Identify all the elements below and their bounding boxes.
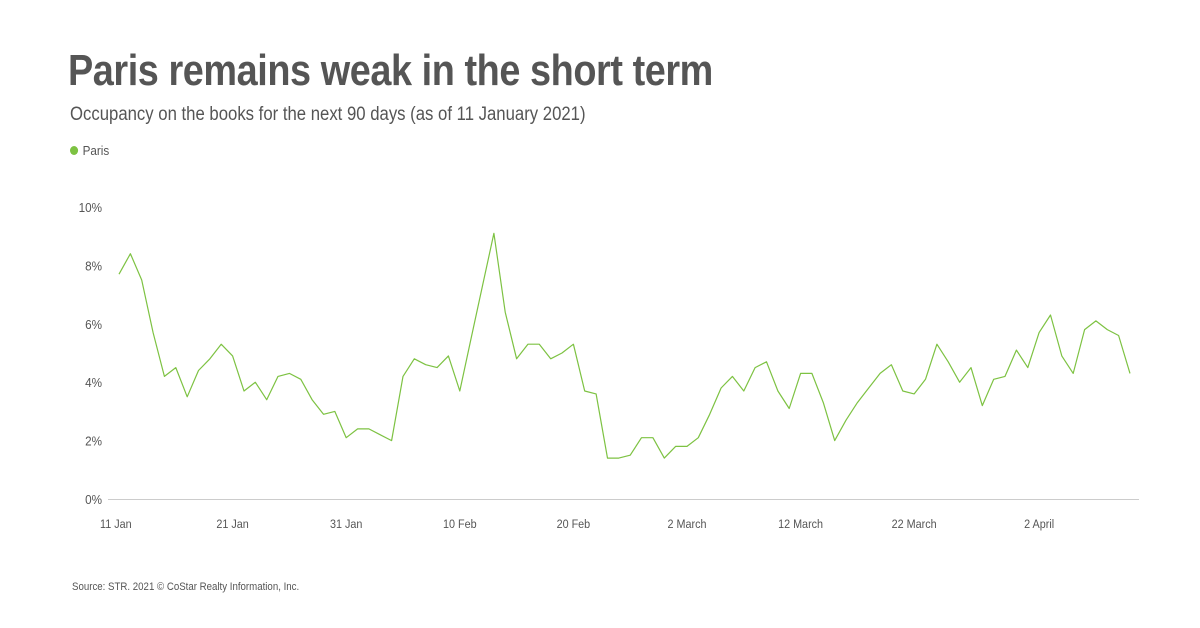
- x-tick-label: 10 Feb: [443, 519, 477, 532]
- source-note: Source: STR. 2021 © CoStar Realty Inform…: [72, 581, 300, 593]
- y-tick-label: 8%: [85, 259, 102, 274]
- legend-marker: [70, 146, 79, 155]
- x-tick-label: 11 Jan: [100, 519, 132, 532]
- x-tick-label: 21 Jan: [216, 519, 248, 532]
- x-tick-label: 2 April: [1024, 519, 1054, 532]
- series-line-paris: [118, 232, 1131, 459]
- legend: Paris: [70, 143, 109, 158]
- y-tick-label: 6%: [85, 317, 102, 332]
- x-tick-label: 31 Jan: [330, 519, 362, 532]
- y-tick-label: 4%: [85, 376, 102, 391]
- y-axis: 0% 2% 4% 6% 8% 10%: [79, 200, 102, 507]
- y-tick-label: 2%: [85, 434, 102, 449]
- y-tick-label: 0%: [85, 492, 102, 507]
- x-tick-label: 20 Feb: [557, 519, 591, 532]
- plot-area: [118, 232, 1131, 459]
- x-tick-label: 22 March: [892, 519, 937, 532]
- x-tick-label: 12 March: [778, 519, 823, 532]
- x-tick-label: 2 March: [667, 519, 706, 532]
- chart-title: Paris remains weak in the short term: [68, 46, 713, 95]
- legend-label: Paris: [82, 143, 110, 158]
- y-tick-label: 10%: [79, 200, 102, 215]
- x-axis: 11 Jan 21 Jan 31 Jan 10 Feb 20 Feb 2 March 12 …: [100, 499, 1139, 532]
- chart-subtitle: Occupancy on the books for the next 90 d…: [70, 104, 586, 125]
